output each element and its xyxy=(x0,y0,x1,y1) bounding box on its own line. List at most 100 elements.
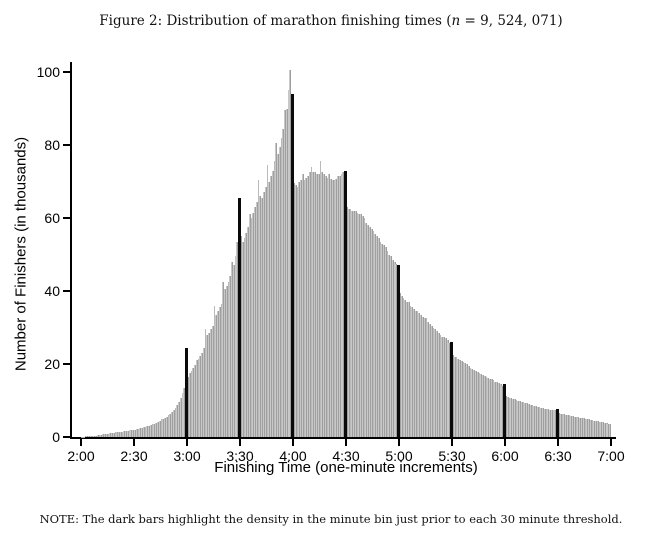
histogram-bar xyxy=(335,178,338,437)
histogram-bar xyxy=(478,373,481,437)
histogram-bar xyxy=(453,356,456,437)
histogram-bar xyxy=(89,436,92,437)
histogram-bar xyxy=(559,413,562,437)
histogram-bar xyxy=(88,436,90,437)
y-axis-label: Number of Finishers (in thousands) xyxy=(12,136,30,372)
histogram-bar xyxy=(326,177,329,437)
histogram-bar xyxy=(199,355,202,437)
histogram-bar xyxy=(105,433,108,437)
histogram-bar xyxy=(247,227,249,437)
highlight-bar xyxy=(184,347,188,437)
histogram-bar xyxy=(459,360,461,437)
histogram-bar xyxy=(441,336,444,437)
histogram-bar xyxy=(400,296,403,437)
histogram-bar xyxy=(368,227,371,437)
highlight-bar xyxy=(502,384,506,437)
y-tick-label: 80 xyxy=(44,137,60,153)
x-tick-mark xyxy=(504,439,506,446)
histogram-bar xyxy=(254,207,256,437)
histogram-bar xyxy=(300,179,302,437)
histogram-bar xyxy=(540,407,543,437)
histogram-bar xyxy=(390,256,392,437)
histogram-bar xyxy=(361,216,364,437)
histogram-bar xyxy=(294,185,297,437)
histogram-bar xyxy=(474,371,477,437)
histogram-bar xyxy=(346,207,348,437)
histogram-bar xyxy=(552,410,555,437)
histogram-bar xyxy=(119,431,122,437)
histogram-bar xyxy=(443,336,445,437)
histogram-bar xyxy=(492,380,495,437)
highlight-bar xyxy=(237,197,241,437)
histogram-bar xyxy=(561,414,564,437)
histogram-bar xyxy=(460,361,463,437)
histogram-bar xyxy=(307,176,309,437)
y-tick-mark xyxy=(63,71,71,73)
highlight-bar xyxy=(449,342,453,437)
histogram-bar xyxy=(86,436,89,437)
x-tick-mark xyxy=(239,439,241,446)
histogram-bar xyxy=(565,414,567,437)
histogram-bar xyxy=(444,338,447,437)
histogram-bar xyxy=(542,408,544,437)
histogram-bar xyxy=(529,404,532,437)
histogram-bar xyxy=(342,172,345,437)
x-tick-label: 5:30 xyxy=(438,448,466,464)
histogram-bar xyxy=(181,393,184,437)
histogram-bar xyxy=(116,432,119,437)
histogram-bar xyxy=(391,259,394,437)
histogram-bar xyxy=(497,382,500,437)
histogram-bar xyxy=(178,401,180,437)
histogram-bar xyxy=(204,329,207,437)
histogram-bar xyxy=(273,161,276,437)
histogram-bar xyxy=(480,374,483,437)
histogram-bar xyxy=(109,433,112,437)
histogram-bar xyxy=(121,431,124,437)
histogram-bar xyxy=(266,165,269,437)
histogram-bar xyxy=(317,174,320,437)
histogram-bar xyxy=(593,420,596,437)
histogram-bar xyxy=(554,410,557,437)
histogram-bar xyxy=(406,301,408,437)
histogram-bar xyxy=(510,397,513,437)
histogram-bar xyxy=(169,413,172,437)
figure-title-count: = 9, 524, 071) xyxy=(460,13,563,29)
highlight-bar xyxy=(343,170,347,437)
histogram-bar xyxy=(319,161,322,437)
histogram-bar xyxy=(285,108,288,437)
histogram-bar xyxy=(501,385,504,437)
histogram-bar xyxy=(572,416,574,437)
histogram-bar xyxy=(280,137,283,437)
histogram-bar xyxy=(225,285,228,437)
histogram-bar xyxy=(536,406,539,437)
histogram-bar xyxy=(602,422,604,437)
histogram-bar xyxy=(213,305,216,437)
histogram-bar xyxy=(192,367,195,437)
histogram-bar xyxy=(188,373,191,437)
histogram-bar xyxy=(158,420,161,437)
histogram-bar xyxy=(538,407,541,437)
histogram-bar xyxy=(439,334,442,437)
histogram-bar xyxy=(490,379,493,437)
highlight-bar xyxy=(396,265,400,437)
histogram-bar xyxy=(404,300,407,437)
histogram-bar xyxy=(107,433,110,437)
histogram-bar xyxy=(208,332,210,437)
histogram-bar xyxy=(190,371,193,437)
x-tick-mark xyxy=(557,439,559,446)
histogram-bar xyxy=(409,305,412,437)
histogram-bar xyxy=(142,427,145,437)
histogram-bar xyxy=(167,415,170,437)
histogram-bar xyxy=(595,420,597,437)
histogram-bar xyxy=(519,401,521,437)
histogram-bar xyxy=(241,241,244,437)
histogram-bar xyxy=(589,419,592,437)
histogram-bar xyxy=(436,331,438,437)
histogram-bar xyxy=(134,429,136,437)
histogram-bar xyxy=(91,435,94,437)
histogram-bar xyxy=(135,429,138,437)
histogram-bar xyxy=(515,399,518,437)
histogram-bars xyxy=(81,0,612,437)
histogram-bar xyxy=(377,238,380,437)
histogram-bar xyxy=(563,414,566,437)
